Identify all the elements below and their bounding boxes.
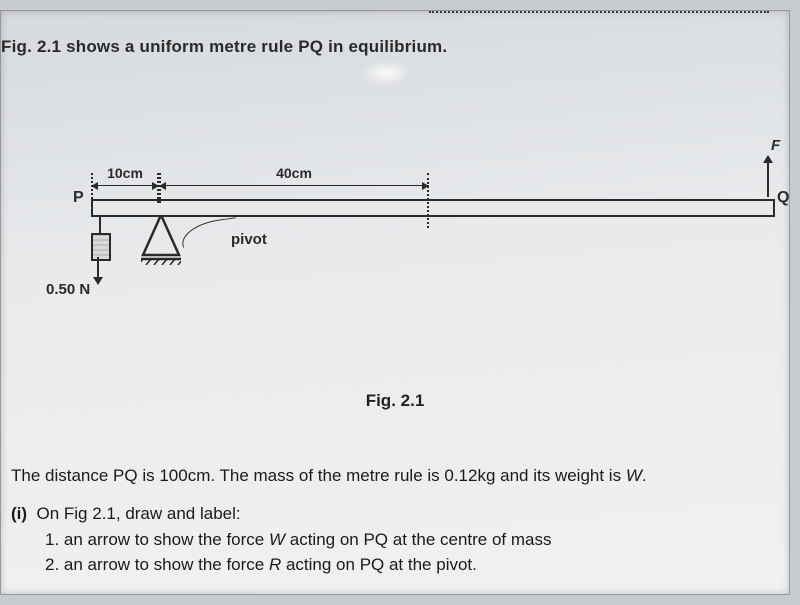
decorative-dots [429,11,769,19]
question-part-label: (i) [11,504,27,523]
weight-force-arrow [97,257,99,279]
desc-prefix: The distance PQ is 100cm. The mass of th… [11,466,626,485]
figure-caption: Fig. 2.1 [1,391,789,411]
question-item-2: 2. an arrow to show the force R acting o… [45,552,769,578]
q2-text-a: an arrow to show the force [64,555,269,574]
force-f-arrowhead-icon [763,155,773,163]
question-stem: On Fig 2.1, draw and label: [37,504,241,523]
weight-force-label: 0.50 N [46,281,90,298]
dimension-40cm: 40cm [159,163,429,193]
end-label-q: Q [777,189,789,207]
desc-weight-symbol: W [626,466,642,485]
figure-diagram: P Q 10cm 40cm [41,131,781,331]
end-label-p: P [73,189,84,207]
pivot-icon [141,215,181,265]
hanging-mass-icon [91,233,111,261]
photo-glare [361,61,411,85]
dimension-10cm: 10cm [91,163,159,193]
dimension-40cm-label: 40cm [159,165,429,181]
force-f-arrow [767,161,769,197]
q2-number: 2. [45,555,59,574]
metre-rule [91,199,775,217]
q2-text-b: acting on PQ at the pivot. [281,555,477,574]
page: Fig. 2.1 shows a uniform metre rule PQ i… [0,10,790,595]
q2-symbol: R [269,555,281,574]
intro-text: Fig. 2.1 shows a uniform metre rule PQ i… [1,37,447,57]
q1-text-a: an arrow to show the force [64,530,269,549]
hanging-string [99,215,101,235]
q1-symbol: W [269,530,285,549]
desc-suffix: . [642,466,647,485]
dimension-10cm-label: 10cm [91,165,159,181]
question-item-1: 1. an arrow to show the force W acting o… [45,527,769,553]
weight-force-arrowhead-icon [93,277,103,285]
force-f-label: F [771,137,780,154]
pivot-label: pivot [231,231,267,248]
question-block: (i) On Fig 2.1, draw and label: 1. an ar… [11,501,769,578]
q1-text-b: acting on PQ at the centre of mass [285,530,551,549]
description-text: The distance PQ is 100cm. The mass of th… [11,466,769,486]
q1-number: 1. [45,530,59,549]
